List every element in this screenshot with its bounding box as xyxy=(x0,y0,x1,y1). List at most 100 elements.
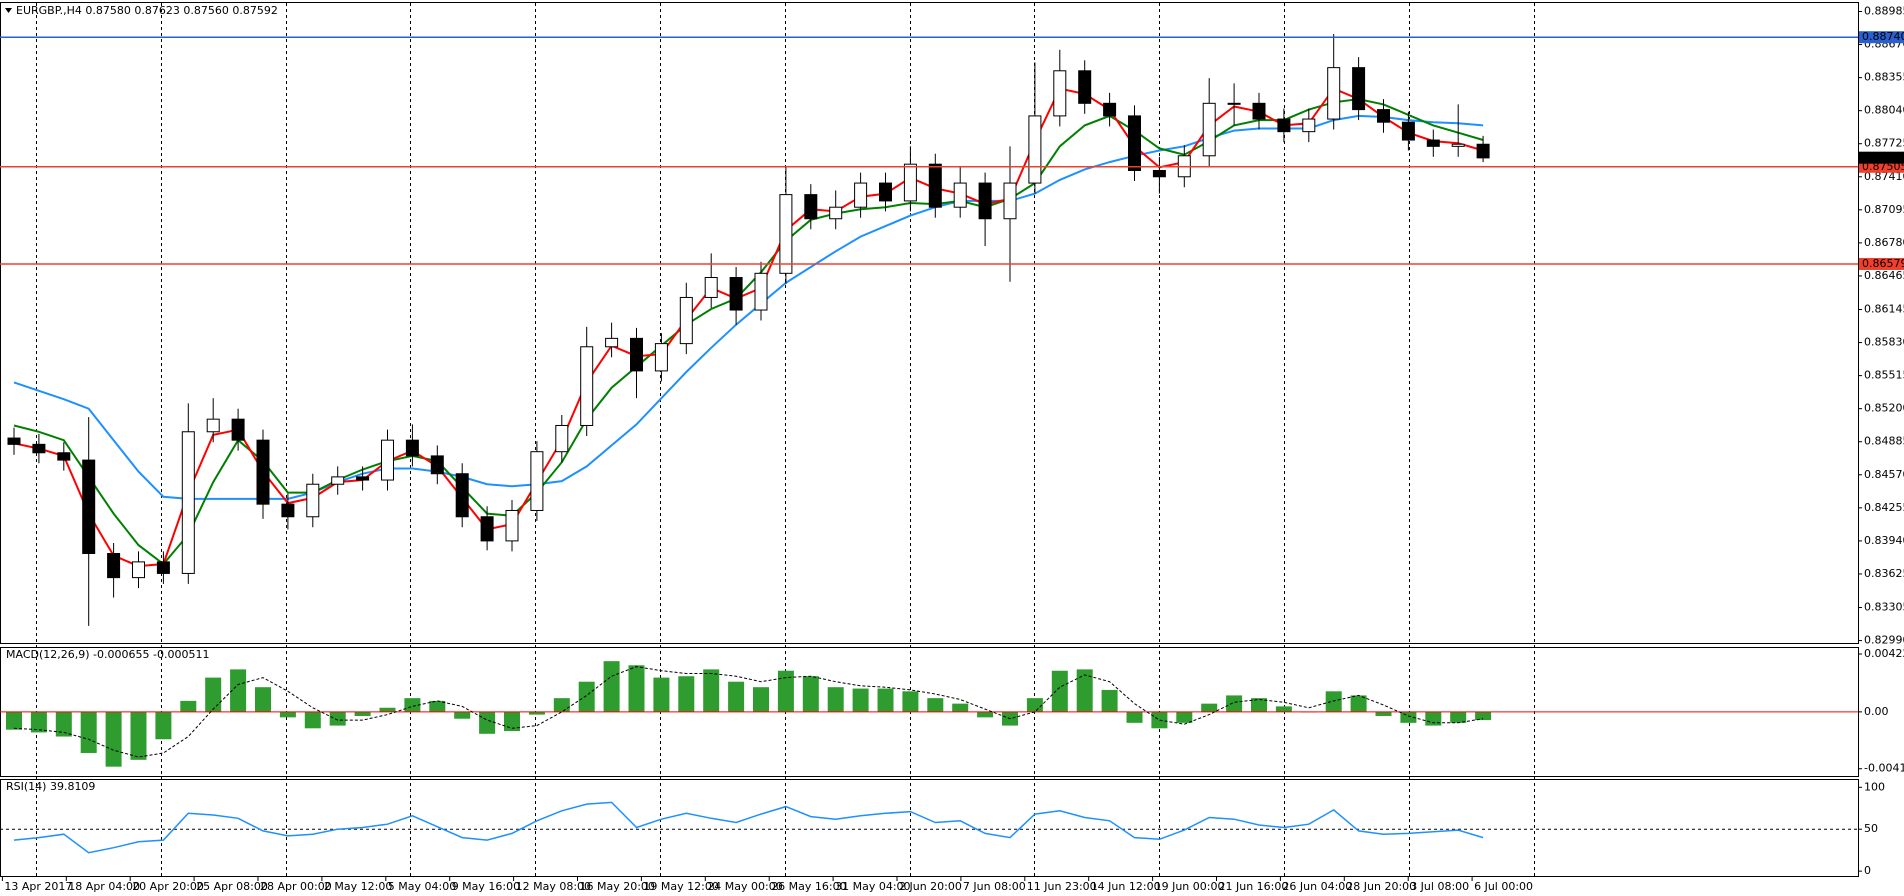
candle-body xyxy=(1128,115,1141,171)
rsi-panel-frame xyxy=(0,779,1859,877)
macd-bar xyxy=(902,691,919,712)
y-tick-label: 0.00 xyxy=(1864,705,1889,718)
macd-bar xyxy=(952,703,969,712)
candle-body xyxy=(679,296,693,345)
macd-bar xyxy=(404,698,421,712)
macd-bar xyxy=(1176,711,1193,723)
candle-body xyxy=(206,418,220,433)
macd-bar xyxy=(1275,706,1292,712)
macd-bar xyxy=(304,711,321,729)
y-tick-label: 0.004223 xyxy=(1864,647,1904,660)
time-label: 12 May 08:00 xyxy=(516,880,591,893)
macd-bar xyxy=(180,700,197,712)
candle-body xyxy=(704,277,718,298)
candle-body xyxy=(405,439,419,457)
level-label: 0.86579 xyxy=(1862,257,1904,270)
macd-bar xyxy=(504,711,520,732)
macd-bar xyxy=(1151,711,1168,729)
time-label: 20 Apr 20:00 xyxy=(132,880,204,893)
macd-bar xyxy=(354,711,371,716)
candle-body xyxy=(1327,67,1341,120)
time-label: 28 Jun 20:00 xyxy=(1346,880,1416,893)
macd-bar xyxy=(628,665,645,712)
macd-bar xyxy=(30,711,47,733)
macd-bar xyxy=(777,670,794,712)
time-label: 11 Jun 23:00 xyxy=(1027,880,1097,893)
candle-body xyxy=(1053,70,1067,117)
macd-bar xyxy=(80,711,97,753)
candle-body xyxy=(7,437,21,445)
candle-body xyxy=(879,182,892,202)
level-label-box xyxy=(1859,257,1904,270)
macd-bar xyxy=(279,711,296,718)
rsi-line xyxy=(13,801,1484,854)
candle-body xyxy=(32,443,46,454)
y-tick-label: -0.00415 xyxy=(1864,762,1904,775)
candle-body xyxy=(381,439,394,481)
candle-body xyxy=(1476,143,1490,159)
candle-body xyxy=(181,431,195,574)
y-tick-label: 0.84885 xyxy=(1864,435,1904,448)
candle-body xyxy=(1426,139,1440,147)
candle-body xyxy=(1103,102,1117,117)
y-tick-label: 100 xyxy=(1864,780,1885,793)
time-label: 16 May 20:00 xyxy=(580,880,655,893)
candle-body xyxy=(754,272,768,311)
time-label: 2 May 12:00 xyxy=(324,880,392,893)
macd-bar xyxy=(230,669,247,712)
candle-body xyxy=(1451,143,1465,147)
candle-body xyxy=(854,182,868,208)
macd-bar xyxy=(1400,711,1417,723)
candle-body xyxy=(555,424,569,453)
macd-bar xyxy=(553,698,570,712)
candle-body xyxy=(829,206,843,220)
candle-body xyxy=(356,476,370,481)
candle-body xyxy=(1377,109,1390,123)
candle-body xyxy=(306,483,320,518)
candle-body xyxy=(480,516,494,542)
y-tick-label: 0.84255 xyxy=(1864,501,1904,514)
candle-body xyxy=(256,439,270,505)
candle-body xyxy=(1352,67,1366,111)
macd-bar xyxy=(1350,695,1367,712)
macd-bar xyxy=(753,687,769,712)
macd-bar xyxy=(1026,698,1043,712)
candle-body xyxy=(1227,102,1241,105)
candle-body xyxy=(530,451,544,511)
candle-body xyxy=(132,561,145,579)
chart-title: EURGBP.,H4 0.87580 0.87623 0.87560 0.875… xyxy=(16,4,278,17)
time-label: 3 Jul 08:00 xyxy=(1410,880,1469,893)
macd-bar xyxy=(105,711,122,767)
macd-bar xyxy=(6,711,22,730)
level-label: 0.88740 xyxy=(1862,30,1904,43)
candle-body xyxy=(729,277,743,311)
macd-bar xyxy=(1076,669,1093,712)
macd-bar xyxy=(130,711,147,760)
symbol-menu-arrow[interactable] xyxy=(5,8,12,13)
time-label: 2 Jun 20:00 xyxy=(899,880,962,893)
macd-bar xyxy=(528,711,545,715)
candle-body xyxy=(928,163,942,208)
macd-bar xyxy=(578,681,595,712)
candle-body xyxy=(231,418,245,441)
macd-bar xyxy=(1051,670,1068,712)
macd-bar xyxy=(977,711,994,718)
macd-bar xyxy=(1126,711,1143,723)
macd-bar xyxy=(827,687,844,712)
macd-bar xyxy=(255,687,271,712)
macd-bar xyxy=(802,676,819,712)
time-label: 21 Jun 16:00 xyxy=(1219,880,1289,893)
time-label: 19 May 12:00 xyxy=(643,880,718,893)
y-tick-label: 0.88985 xyxy=(1864,4,1904,17)
candle-body xyxy=(1277,118,1291,133)
time-label: 31 May 04:00 xyxy=(835,880,910,893)
last-price-label: 0.87592 xyxy=(1862,151,1904,164)
